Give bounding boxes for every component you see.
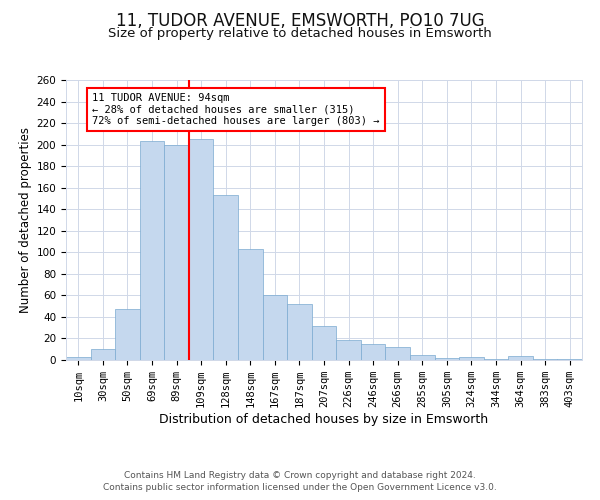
Bar: [214, 195, 238, 360]
Bar: [140, 142, 164, 360]
Text: Contains HM Land Registry data © Crown copyright and database right 2024.
Contai: Contains HM Land Registry data © Crown c…: [103, 471, 497, 492]
Y-axis label: Number of detached properties: Number of detached properties: [19, 127, 32, 313]
Text: Size of property relative to detached houses in Emsworth: Size of property relative to detached ho…: [108, 28, 492, 40]
Bar: [287, 304, 312, 360]
Text: 11 TUDOR AVENUE: 94sqm
← 28% of detached houses are smaller (315)
72% of semi-de: 11 TUDOR AVENUE: 94sqm ← 28% of detached…: [92, 93, 379, 126]
Bar: [385, 347, 410, 360]
Bar: [115, 310, 140, 360]
Text: 11, TUDOR AVENUE, EMSWORTH, PO10 7UG: 11, TUDOR AVENUE, EMSWORTH, PO10 7UG: [116, 12, 484, 30]
Bar: [508, 356, 533, 360]
Bar: [189, 139, 214, 360]
Bar: [361, 344, 385, 360]
Bar: [312, 326, 336, 360]
Bar: [434, 358, 459, 360]
Bar: [91, 349, 115, 360]
Bar: [410, 354, 434, 360]
Bar: [336, 340, 361, 360]
X-axis label: Distribution of detached houses by size in Emsworth: Distribution of detached houses by size …: [160, 413, 488, 426]
Bar: [557, 359, 582, 360]
Bar: [484, 359, 508, 360]
Bar: [66, 357, 91, 360]
Bar: [164, 144, 189, 360]
Bar: [263, 296, 287, 360]
Bar: [238, 249, 263, 360]
Bar: [533, 359, 557, 360]
Bar: [459, 357, 484, 360]
